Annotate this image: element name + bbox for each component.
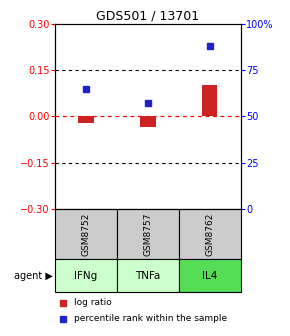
Bar — [179, 209, 241, 259]
Text: GSM8752: GSM8752 — [81, 213, 90, 256]
Text: GSM8762: GSM8762 — [205, 213, 214, 256]
Text: log ratio: log ratio — [74, 298, 111, 307]
Bar — [55, 259, 117, 292]
Bar — [140, 117, 156, 127]
Bar — [117, 209, 179, 259]
Text: GSM8757: GSM8757 — [143, 212, 153, 256]
Bar — [202, 85, 218, 117]
Text: IL4: IL4 — [202, 270, 218, 281]
Bar — [78, 117, 94, 123]
Bar — [117, 259, 179, 292]
Title: GDS501 / 13701: GDS501 / 13701 — [96, 9, 200, 23]
Text: percentile rank within the sample: percentile rank within the sample — [74, 314, 227, 323]
Text: TNFa: TNFa — [135, 270, 161, 281]
Bar — [179, 259, 241, 292]
Text: IFNg: IFNg — [75, 270, 98, 281]
Text: agent ▶: agent ▶ — [14, 270, 53, 281]
Bar — [55, 209, 117, 259]
